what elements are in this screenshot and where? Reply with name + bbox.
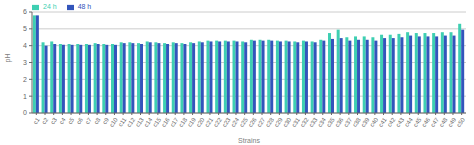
svg-text:c28: c28 (265, 116, 276, 128)
svg-text:c7: c7 (84, 116, 93, 125)
svg-text:c11: c11 (117, 116, 128, 128)
svg-text:c29: c29 (273, 116, 284, 128)
svg-text:c6: c6 (75, 116, 84, 125)
svg-text:1: 1 (23, 93, 27, 100)
svg-text:c10: c10 (108, 116, 119, 128)
svg-text:c24: c24 (230, 116, 241, 128)
svg-text:6: 6 (23, 8, 27, 15)
svg-text:c37: c37 (343, 116, 354, 128)
svg-text:c2: c2 (41, 116, 50, 125)
svg-text:c41: c41 (377, 116, 388, 128)
svg-text:c50: c50 (455, 116, 466, 128)
svg-text:c39: c39 (360, 116, 371, 128)
svg-text:c46: c46 (421, 116, 432, 128)
svg-text:c31: c31 (291, 116, 302, 128)
svg-text:c20: c20 (195, 116, 206, 128)
svg-text:5: 5 (23, 25, 27, 32)
svg-text:c25: c25 (238, 116, 249, 128)
svg-text:0: 0 (23, 109, 27, 116)
svg-text:c44: c44 (403, 116, 414, 128)
svg-text:c21: c21 (204, 116, 215, 128)
svg-text:c49: c49 (447, 116, 458, 128)
svg-text:c14: c14 (143, 116, 154, 128)
svg-text:c9: c9 (101, 116, 111, 126)
svg-text:c30: c30 (282, 116, 293, 128)
svg-text:c15: c15 (152, 116, 163, 128)
svg-text:c3: c3 (49, 116, 58, 125)
svg-text:c48: c48 (438, 116, 449, 128)
svg-text:c34: c34 (317, 116, 328, 128)
svg-text:c22: c22 (212, 116, 223, 128)
svg-text:2: 2 (23, 76, 27, 83)
svg-text:c38: c38 (351, 116, 362, 128)
svg-text:c35: c35 (325, 116, 336, 128)
svg-text:c17: c17 (169, 116, 180, 128)
svg-text:c45: c45 (412, 116, 423, 128)
svg-text:c32: c32 (299, 116, 310, 128)
svg-text:c16: c16 (160, 116, 171, 128)
svg-text:Strains: Strains (238, 137, 260, 144)
svg-text:c26: c26 (247, 116, 258, 128)
svg-text:c23: c23 (221, 116, 232, 128)
svg-text:c5: c5 (67, 116, 76, 125)
svg-text:c42: c42 (386, 116, 397, 128)
svg-text:c19: c19 (186, 116, 197, 128)
svg-text:c36: c36 (334, 116, 345, 128)
svg-text:4: 4 (23, 42, 27, 49)
svg-text:c33: c33 (308, 116, 319, 128)
svg-text:c8: c8 (93, 116, 102, 125)
svg-text:c1: c1 (32, 116, 41, 125)
svg-text:pH: pH (8, 54, 12, 63)
svg-text:c18: c18 (178, 116, 189, 128)
svg-text:c27: c27 (256, 116, 267, 128)
svg-text:c12: c12 (126, 116, 137, 128)
svg-text:c4: c4 (58, 116, 67, 125)
svg-text:c47: c47 (429, 116, 440, 128)
svg-text:c40: c40 (369, 116, 380, 128)
svg-text:c13: c13 (134, 116, 145, 128)
svg-text:c43: c43 (395, 116, 406, 128)
svg-text:3: 3 (23, 59, 27, 66)
html-text:48 h: 48 h (77, 3, 92, 10)
html-text:24 h: 24 h (43, 3, 57, 10)
